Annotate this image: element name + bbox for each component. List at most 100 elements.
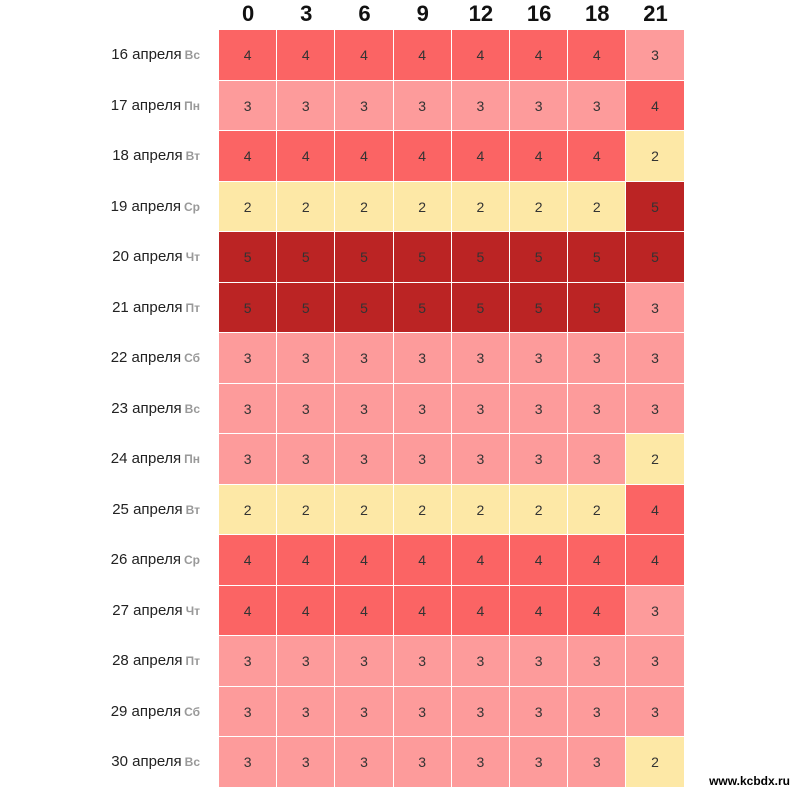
heatmap-cell: 5 [451,282,510,333]
heatmap-cell: 5 [568,232,627,283]
date-label: 18 апреля Вт [60,131,200,182]
heatmap-cell: 2 [451,181,510,232]
date-text: 26 апреля [110,551,181,568]
heatmap-cell: 5 [510,232,569,283]
heatmap-cell: 3 [219,737,278,788]
weekday-text: Вс [184,755,200,769]
heatmap-cell: 3 [277,434,336,485]
heatmap-cell: 4 [393,30,452,81]
weekday-text: Сб [184,704,200,719]
heatmap-cell: 3 [277,737,336,788]
heatmap-cell: 3 [393,80,452,131]
hour-header: 12 [468,1,494,26]
heatmap-cell: 2 [219,181,278,232]
heatmap-cell: 3 [510,686,569,737]
date-text: 29 апреля [110,702,182,720]
date-label: 28 апреля Пт [60,636,200,687]
heatmap-cell: 2 [510,181,569,232]
heatmap-cell: 5 [393,232,452,283]
heatmap-cell: 3 [277,636,336,687]
heatmap-cell: 3 [277,686,336,737]
heatmap-cell: 4 [510,585,569,636]
heatmap-cell: 3 [451,737,510,788]
heatmap-cell: 4 [335,585,394,636]
heatmap-cell: 2 [626,131,685,182]
date-text: 16 апреля [111,46,182,63]
date-label: 24 апреля Пн [60,434,200,485]
heatmap-cell: 3 [335,80,394,131]
heatmap-cell: 5 [335,232,394,283]
date-text: 30 апреля [111,753,182,770]
heatmap-cell: 4 [568,535,627,586]
date-label: 16 апреля Вс [60,30,200,81]
heatmap-cell: 2 [335,484,394,535]
heatmap-cell: 3 [626,383,685,434]
heatmap-cell: 5 [277,282,336,333]
heatmap-cell: 3 [451,80,510,131]
heatmap-cell: 3 [510,333,569,384]
heatmap-cell: 3 [393,333,452,384]
date-text: 19 апреля [110,197,181,215]
date-text: 18 апреля [112,147,183,164]
heatmap-cell: 4 [626,80,685,131]
heatmap-cell: 4 [393,585,452,636]
heatmap-cell: 2 [335,181,394,232]
heatmap-cell: 4 [626,535,685,586]
heatmap-cell: 4 [510,30,569,81]
heatmap-cell: 3 [568,333,627,384]
hour-header: 16 [526,1,552,26]
heatmap-cell: 3 [393,383,452,434]
heatmap-cell: 2 [510,484,569,535]
weekday-text: Ср [184,199,200,214]
date-label: 27 апреля Чт [60,586,200,637]
heatmap-cell: 3 [335,636,394,687]
heatmap-cell: 3 [510,383,569,434]
heatmap-cell: 3 [393,737,452,788]
heatmap-cell: 4 [568,131,627,182]
weekday-text: Вс [184,401,200,416]
date-label: 19 апреля Ср [60,182,200,233]
heatmap-cell: 2 [451,484,510,535]
date-label: 26 апреля Ср [60,535,200,586]
heatmap-cell: 3 [568,686,627,737]
weekday-text: Пн [184,98,200,113]
heatmap-cell: 4 [568,585,627,636]
heatmap-cell: 3 [451,636,510,687]
heatmap-cell: 3 [626,30,685,81]
heatmap-cell: 4 [568,30,627,81]
heatmap-cell: 3 [568,737,627,788]
heatmap-cell: 5 [510,282,569,333]
heatmap-cell: 4 [277,535,336,586]
heatmap-cell: 3 [451,434,510,485]
heatmap-cell: 2 [626,434,685,485]
heatmap-cell: 2 [219,484,278,535]
heatmap-cell: 3 [393,434,452,485]
date-label: 21 апреля Пт [60,283,200,334]
date-text: 17 апреля [110,96,182,114]
date-text: 28 апреля [112,652,183,669]
heatmap-cell: 4 [335,131,394,182]
weekday-text: Пт [185,300,200,315]
heatmap-cell: 3 [335,333,394,384]
heatmap-cell: 3 [277,333,336,384]
heatmap-cell: 3 [277,80,336,131]
heatmap-cell: 3 [219,434,278,485]
heatmap-cell: 3 [626,585,685,636]
heatmap-cell: 3 [568,383,627,434]
heatmap-cell: 4 [626,484,685,535]
heatmap-cell: 5 [568,282,627,333]
heatmap-cell: 3 [219,383,278,434]
weekday-text: Ср [184,553,200,567]
heatmap-cell: 4 [335,535,394,586]
heatmap-cell: 3 [219,333,278,384]
watermark: www.kcbdx.ru [709,774,790,788]
heatmap-cell: 4 [393,535,452,586]
date-label: 25 апреля Вт [60,485,200,536]
heatmap-cell: 4 [277,30,336,81]
weekday-text: Сб [184,351,200,365]
heatmap-cell: 3 [626,686,685,737]
hour-header: 6 [358,1,371,26]
heatmap-cell: 5 [219,232,278,283]
heatmap-cell: 3 [510,434,569,485]
